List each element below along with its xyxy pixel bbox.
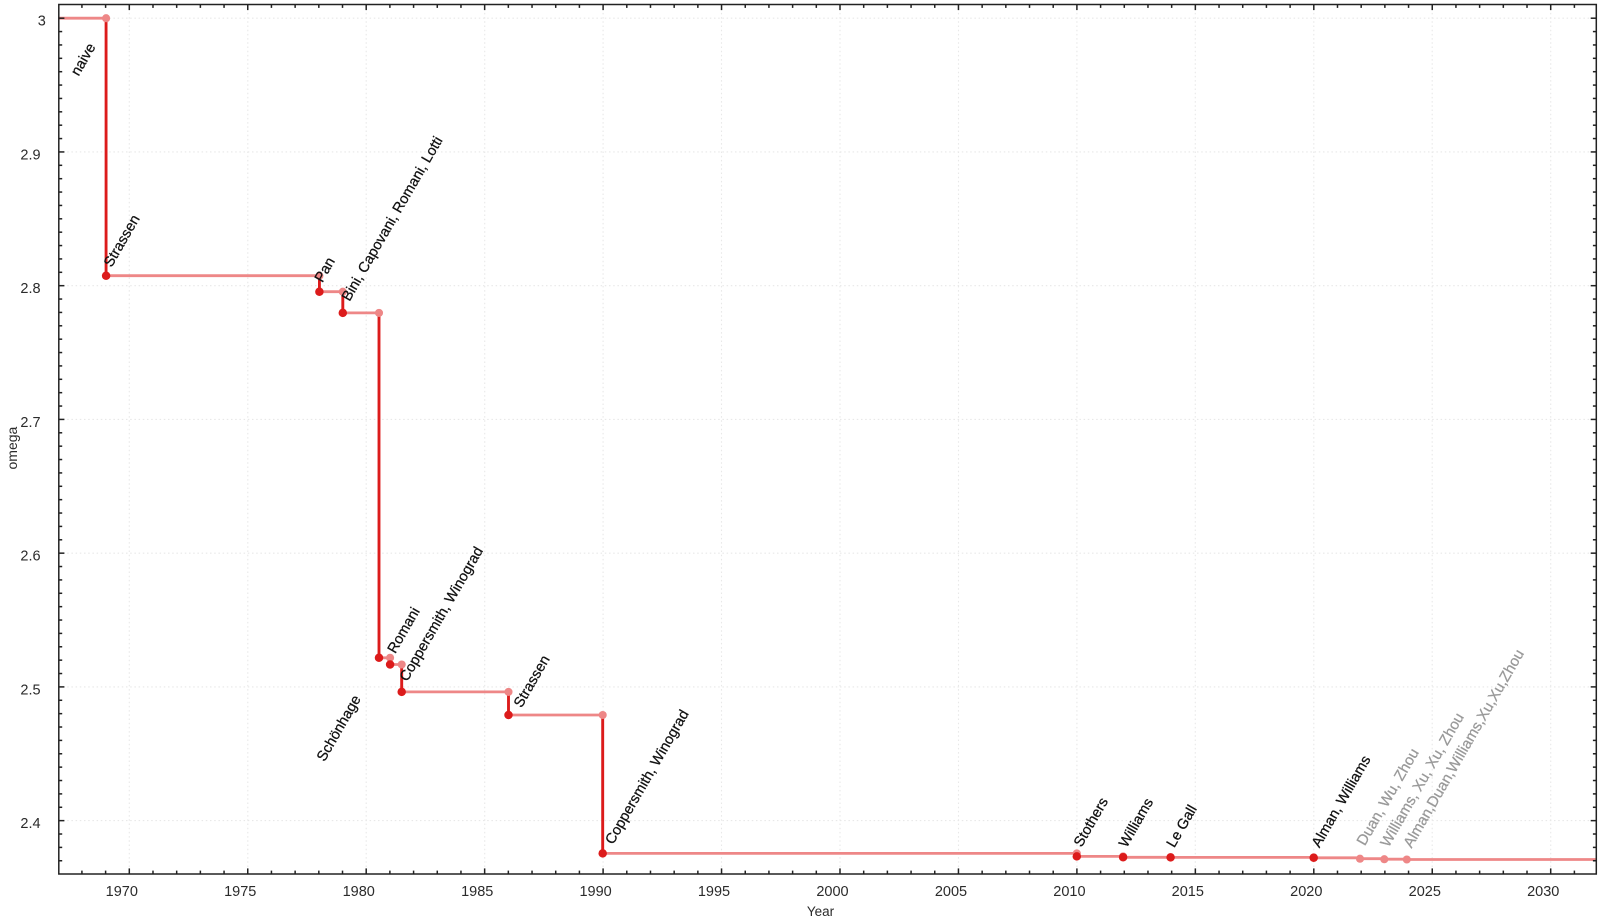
svg-text:2.8: 2.8 — [20, 281, 40, 297]
svg-text:Strassen: Strassen — [511, 653, 553, 711]
svg-text:Le Gall: Le Gall — [1164, 803, 1201, 851]
svg-text:Year: Year — [807, 904, 835, 919]
svg-text:naive: naive — [68, 41, 99, 79]
svg-text:1975: 1975 — [224, 884, 256, 900]
svg-text:2025: 2025 — [1409, 884, 1441, 900]
svg-text:2030: 2030 — [1527, 884, 1559, 900]
svg-text:2.6: 2.6 — [20, 549, 40, 565]
svg-text:1995: 1995 — [698, 884, 730, 900]
svg-text:2005: 2005 — [935, 884, 967, 900]
svg-text:Coppersmith, Winograd: Coppersmith, Winograd — [603, 707, 693, 847]
svg-text:omega: omega — [4, 426, 20, 469]
svg-text:2.4: 2.4 — [20, 816, 40, 832]
svg-text:1990: 1990 — [579, 884, 611, 900]
svg-text:Schönhage: Schönhage — [314, 693, 365, 765]
svg-text:2.7: 2.7 — [20, 415, 40, 431]
svg-text:1980: 1980 — [343, 884, 375, 900]
svg-text:3: 3 — [38, 14, 46, 30]
svg-text:2000: 2000 — [816, 884, 848, 900]
svg-text:2015: 2015 — [1172, 884, 1204, 900]
svg-text:2.9: 2.9 — [20, 147, 40, 163]
svg-text:2020: 2020 — [1290, 884, 1322, 900]
svg-text:1985: 1985 — [461, 884, 493, 900]
svg-text:2.5: 2.5 — [20, 682, 40, 698]
svg-text:Pan: Pan — [312, 255, 339, 285]
svg-text:1970: 1970 — [106, 884, 138, 900]
svg-text:2010: 2010 — [1053, 884, 1085, 900]
svg-text:Williams: Williams — [1116, 796, 1157, 851]
svg-text:Bini, Capovani, Romani, Lotti: Bini, Capovani, Romani, Lotti — [339, 134, 446, 304]
